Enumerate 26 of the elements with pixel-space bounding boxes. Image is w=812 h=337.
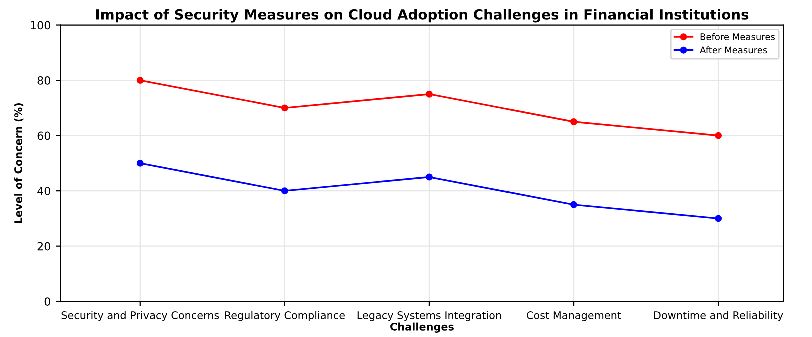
point bbox=[281, 188, 288, 195]
point bbox=[426, 90, 433, 98]
point bbox=[570, 118, 578, 126]
y-tick-label: 80 bbox=[38, 76, 50, 85]
x-tick-label: Security and Privacy Concerns bbox=[62, 311, 220, 322]
y-tick-label: 100 bbox=[31, 21, 50, 30]
point bbox=[426, 174, 433, 181]
x-tick-label: Legacy Systems Integration bbox=[358, 311, 502, 322]
legend-label: After Measures bbox=[700, 46, 768, 54]
point bbox=[136, 77, 144, 84]
legend-label: Before Measures bbox=[700, 33, 776, 40]
x-axis-title: Challenges bbox=[390, 322, 454, 333]
point bbox=[570, 201, 578, 208]
x-tick-label: Regulatory Compliance bbox=[225, 311, 345, 322]
y-tick-label: 60 bbox=[38, 132, 50, 140]
y-axis-title: Level of Concern (%) bbox=[14, 104, 24, 224]
point bbox=[281, 104, 288, 112]
y-tick-label: 0 bbox=[44, 298, 50, 306]
x-tick-label: Downtime and Reliability bbox=[654, 311, 784, 322]
y-tick-label: 40 bbox=[38, 187, 50, 196]
point bbox=[715, 215, 722, 222]
y-tick-label: 20 bbox=[38, 242, 50, 251]
x-tick-label: Cost Management bbox=[527, 312, 622, 322]
chart-title: Impact of Security Measures on Cloud Adoption Challenges in Financial Institutions bbox=[96, 9, 749, 23]
point bbox=[136, 160, 144, 167]
point bbox=[715, 132, 722, 140]
